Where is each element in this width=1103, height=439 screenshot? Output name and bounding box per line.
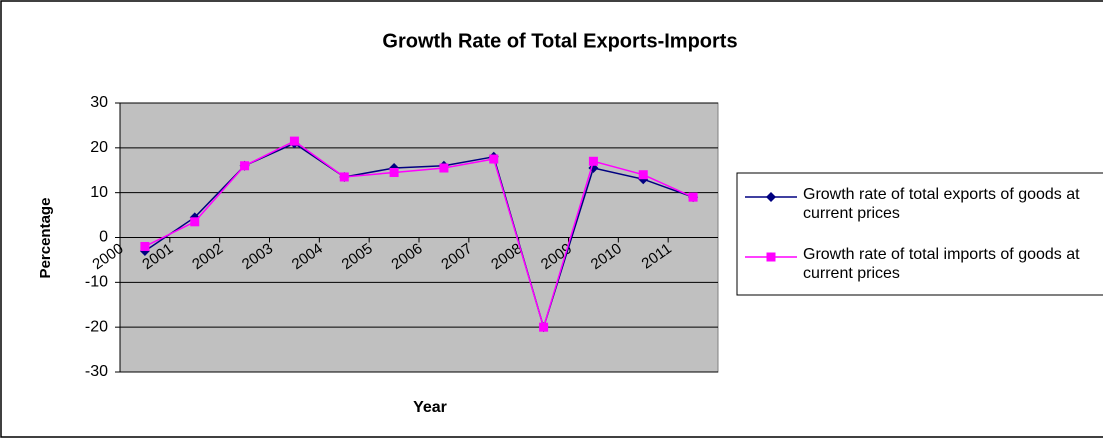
legend-entry: Growth rate of total imports of goods at… — [803, 246, 1080, 282]
y-tick-label: 20 — [90, 139, 108, 156]
chart-title: Growth Rate of Total Exports-Imports — [382, 30, 737, 52]
y-tick-label: -30 — [85, 363, 108, 380]
legend-label: Growth rate of total imports of goods at… — [803, 246, 1080, 282]
data-point — [688, 192, 698, 202]
data-point — [766, 192, 776, 202]
x-axis-label: Year — [413, 399, 447, 416]
legend-entry: Growth rate of total exports of goods at… — [803, 186, 1080, 222]
data-point — [190, 217, 200, 227]
y-tick-label: 30 — [90, 94, 108, 111]
data-point — [240, 161, 250, 171]
y-tick-label: 10 — [90, 184, 108, 201]
data-point — [140, 241, 150, 251]
legend-label: Growth rate of total exports of goods at… — [803, 186, 1080, 222]
data-point — [539, 322, 549, 332]
series-line — [144, 140, 694, 330]
data-point — [489, 154, 499, 164]
y-axis-label: Percentage — [37, 198, 54, 279]
y-tick-label: 0 — [99, 229, 108, 246]
data-point — [588, 156, 598, 166]
data-point — [439, 163, 449, 173]
data-point — [339, 172, 349, 182]
y-tick-label: -10 — [85, 274, 108, 291]
y-tick-label: -20 — [85, 318, 108, 335]
data-point — [766, 252, 776, 262]
data-point — [289, 136, 299, 146]
legend-box — [736, 172, 1103, 296]
data-point — [638, 170, 648, 180]
data-point — [389, 167, 399, 177]
